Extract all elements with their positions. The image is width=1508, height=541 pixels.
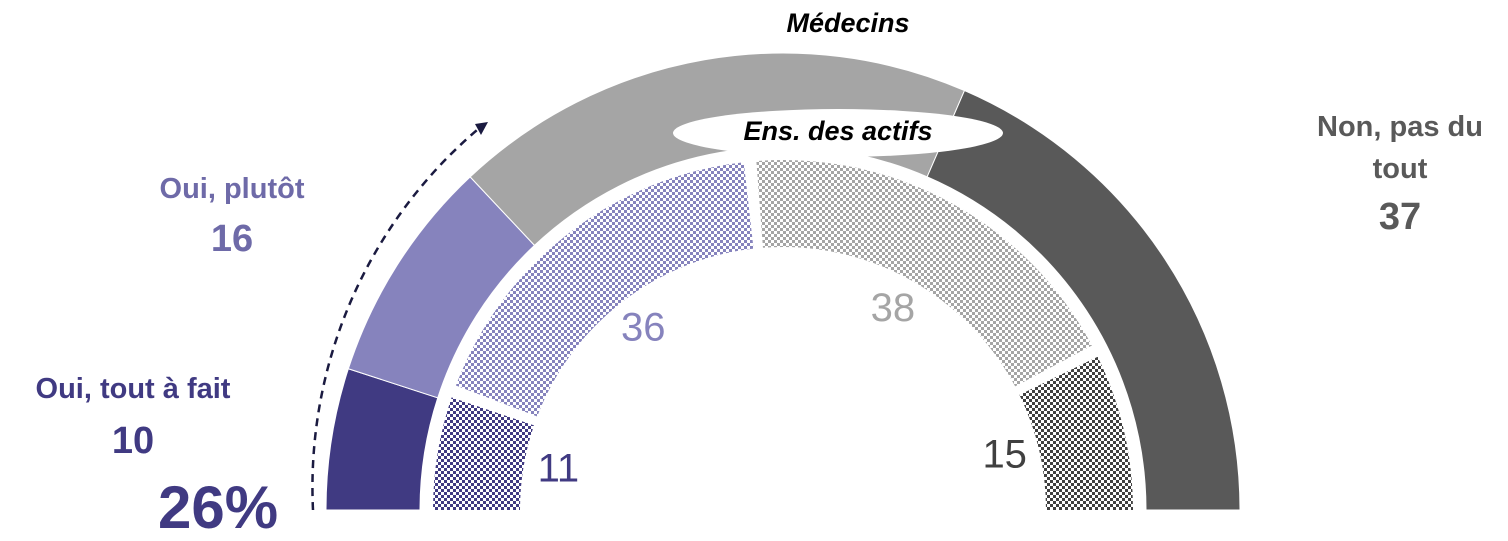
value-label: 11 <box>538 446 580 490</box>
value-label: 37 <box>1378 196 1422 238</box>
value-label: 16 <box>210 218 254 260</box>
category-label: Non, pas du tout <box>1317 111 1483 185</box>
series-label: Ens. des actifs <box>743 116 932 146</box>
series-label: Médecins <box>786 8 909 38</box>
category-label: Oui, plutôt <box>159 173 305 205</box>
arrow-head <box>475 122 488 135</box>
arrow <box>311 124 484 511</box>
value-label: 36 <box>621 305 666 349</box>
total-label: 26% <box>158 474 278 541</box>
segment <box>756 159 1092 387</box>
segment <box>433 397 534 510</box>
ring-label-bg <box>673 109 1003 157</box>
value-label: 15 <box>982 432 1027 476</box>
segment <box>455 162 754 417</box>
value-label: 10 <box>111 420 155 462</box>
ring-label-bg <box>737 1 947 49</box>
value-label: 38 <box>871 286 916 330</box>
segment <box>1019 356 1133 510</box>
category-label: Oui, tout à fait <box>35 373 231 405</box>
segment <box>926 89 1241 511</box>
